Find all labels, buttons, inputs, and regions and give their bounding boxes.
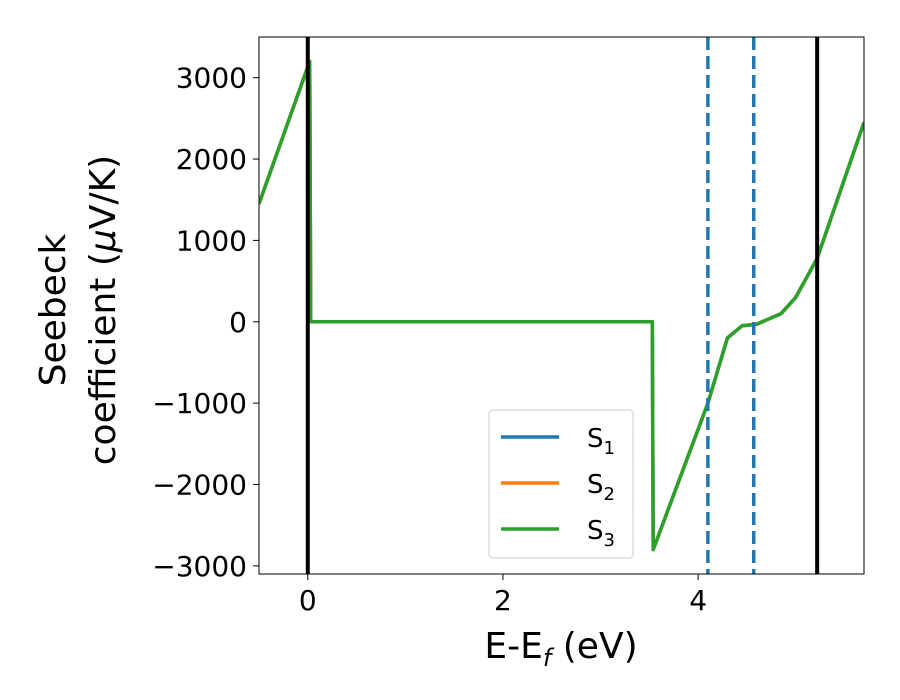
plot-area (259, 37, 864, 574)
legend-label-s2: S2 (587, 470, 615, 505)
axis-ticks: 0 2 4 3000 2000 1000 0 −1000 −2000 −3000 (152, 62, 707, 617)
x-axis-label: E-Ef (eV) (484, 626, 637, 672)
plot-frame (258, 36, 865, 575)
y-tick-label: 0 (229, 306, 247, 339)
y-axis-label-line2: coefficient (μV/K) (83, 155, 124, 465)
legend-label-s3: S3 (587, 516, 615, 551)
y-tick-label: 1000 (176, 224, 247, 257)
series-line-s3 (259, 59, 864, 552)
y-tick-label: −1000 (152, 387, 247, 420)
legend-label-s1: S1 (587, 424, 615, 459)
x-tick-label: 2 (494, 584, 512, 617)
x-tick-label: 0 (299, 584, 317, 617)
y-tick-label: 2000 (176, 143, 247, 176)
legend: S1 S2 S3 (488, 409, 634, 559)
plot-clip-group (259, 37, 864, 574)
y-tick-label: −2000 (152, 469, 247, 502)
x-tick-label: 4 (689, 584, 707, 617)
y-axis-label-line1: Seebeck (33, 233, 74, 386)
y-tick-label: 3000 (176, 62, 247, 95)
legend-box (488, 409, 634, 559)
y-tick-label: −3000 (152, 550, 247, 583)
